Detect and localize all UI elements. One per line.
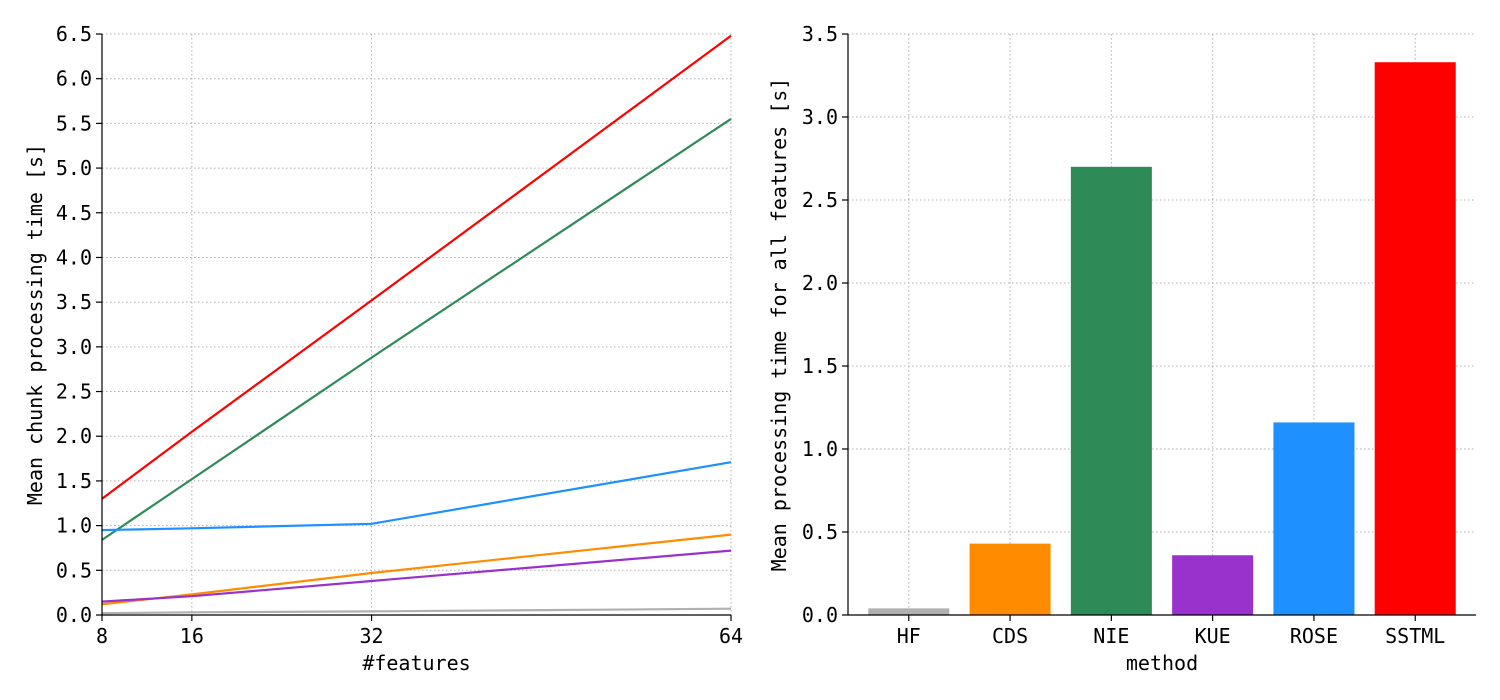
- y-tick-label: 3.0: [802, 105, 838, 129]
- y-tick-label: 2.5: [802, 188, 838, 212]
- y-tick-label: 0.5: [802, 520, 838, 544]
- y-tick-label: 1.5: [802, 354, 838, 378]
- y-tick-label: 2.5: [56, 380, 92, 404]
- y-tick-label: 0.5: [56, 558, 92, 582]
- bar-sstml: [1374, 62, 1456, 616]
- y-tick-label: 4.0: [56, 245, 92, 269]
- y-tick-label: 6.5: [56, 22, 92, 46]
- bar-rose: [1273, 422, 1355, 615]
- y-tick-label: 2.0: [802, 271, 838, 295]
- series-line-3: [101, 549, 732, 603]
- y-tick-label: 2.0: [56, 424, 92, 448]
- y-tick-label: 1.0: [56, 514, 92, 538]
- x-tick-label: 32: [360, 624, 384, 648]
- y-tick-label: 6.0: [56, 67, 92, 91]
- x-tick-label: HF: [897, 624, 921, 648]
- y-tick-label: 5.5: [56, 111, 92, 135]
- y-tick-label: 5.0: [56, 156, 92, 180]
- y-axis-title: Mean chunk processing time [s]: [23, 144, 47, 505]
- bar-chart-group: 0.0 0.5 1.0 1.5 2.0 2.5 3.0 3.5 HF CDS NIE KUE ROSE S…: [767, 22, 1476, 675]
- bar-kue: [1172, 555, 1254, 615]
- x-tick-label: 16: [180, 624, 204, 648]
- bar-cds: [969, 543, 1051, 615]
- x-tick-label: KUE: [1195, 624, 1231, 648]
- series-line-1: [101, 533, 732, 606]
- y-tick-label: 0.0: [56, 603, 92, 627]
- x-tick-label: CDS: [992, 624, 1028, 648]
- x-tick-label: 8: [96, 624, 108, 648]
- x-axis-title: method: [1126, 651, 1198, 675]
- y-tick-label: 0.0: [802, 603, 838, 627]
- series-line-0: [101, 607, 732, 615]
- series-line-4: [101, 461, 732, 532]
- bar-nie: [1070, 166, 1152, 616]
- series-line-2: [101, 117, 732, 541]
- series-line-5: [101, 34, 732, 500]
- y-axis-title: Mean processing time for all features [s…: [767, 78, 791, 572]
- y-tick-label: 3.5: [802, 22, 838, 46]
- x-axis-title: #features: [362, 651, 470, 675]
- y-tick-label: 3.5: [56, 290, 92, 314]
- x-tick-label: NIE: [1093, 624, 1129, 648]
- x-tick-label: 64: [719, 624, 743, 648]
- y-tick-label: 1.5: [56, 469, 92, 493]
- x-tick-label: ROSE: [1290, 624, 1338, 648]
- bar-hf: [868, 608, 950, 615]
- x-tick-label: SSTML: [1385, 624, 1445, 648]
- y-tick-label: 1.0: [802, 437, 838, 461]
- y-tick-label: 4.5: [56, 201, 92, 225]
- line-chart-group: 0.0 0.5 1.0 1.5 2.0 2.5 3.0 3.5 4.0 4.5 5.0 5.5 6.0 6…: [23, 22, 743, 675]
- y-tick-label: 3.0: [56, 335, 92, 359]
